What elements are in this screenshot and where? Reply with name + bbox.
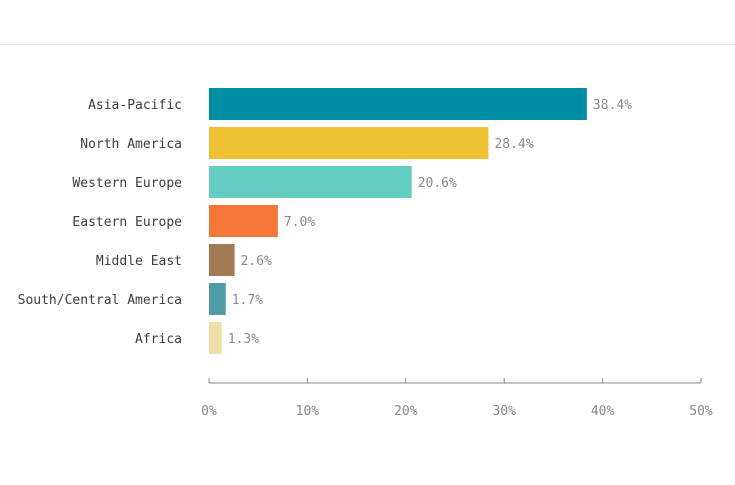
value-label: 1.7% xyxy=(232,293,263,308)
category-label: North America xyxy=(80,137,182,152)
value-label: 1.3% xyxy=(228,332,259,347)
bars-group xyxy=(209,88,587,354)
bar-western-europe xyxy=(209,166,412,198)
value-label: 20.6% xyxy=(418,176,457,191)
value-label: 38.4% xyxy=(593,98,632,113)
x-tick-label: 20% xyxy=(394,404,418,419)
top-divider xyxy=(0,44,735,45)
value-label: 7.0% xyxy=(284,215,315,230)
bar-middle-east xyxy=(209,244,235,276)
category-label: South/Central America xyxy=(18,293,182,308)
x-tick-label: 40% xyxy=(591,404,615,419)
x-tick-label: 0% xyxy=(201,404,217,419)
bar-north-america xyxy=(209,127,489,159)
x-tick-label: 50% xyxy=(689,404,713,419)
x-tick-label: 30% xyxy=(492,404,516,419)
category-labels: Asia-Pacific North America Western Europe E… xyxy=(18,98,183,347)
x-tick-label: 10% xyxy=(296,404,320,419)
x-axis: 0% 10% 20% 30% 40% 50% xyxy=(201,378,713,419)
category-label: Africa xyxy=(135,332,182,347)
value-label: 28.4% xyxy=(494,137,533,152)
category-label: Eastern Europe xyxy=(72,215,182,230)
bar-eastern-europe xyxy=(209,205,278,237)
category-label: Asia-Pacific xyxy=(88,98,182,113)
value-label: 2.6% xyxy=(241,254,272,269)
bar-asia-pacific xyxy=(209,88,587,120)
bar-south-central-america xyxy=(209,283,226,315)
bar-africa xyxy=(209,322,222,354)
category-label: Middle East xyxy=(96,254,182,269)
value-labels: 38.4% 28.4% 20.6% 7.0% 2.6% 1.7% 1.3% xyxy=(228,98,632,347)
category-label: Western Europe xyxy=(72,176,182,191)
